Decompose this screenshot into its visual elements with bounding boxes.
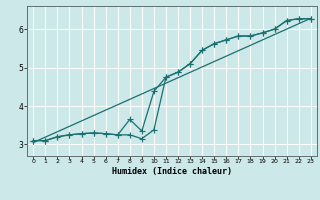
X-axis label: Humidex (Indice chaleur): Humidex (Indice chaleur) xyxy=(112,167,232,176)
